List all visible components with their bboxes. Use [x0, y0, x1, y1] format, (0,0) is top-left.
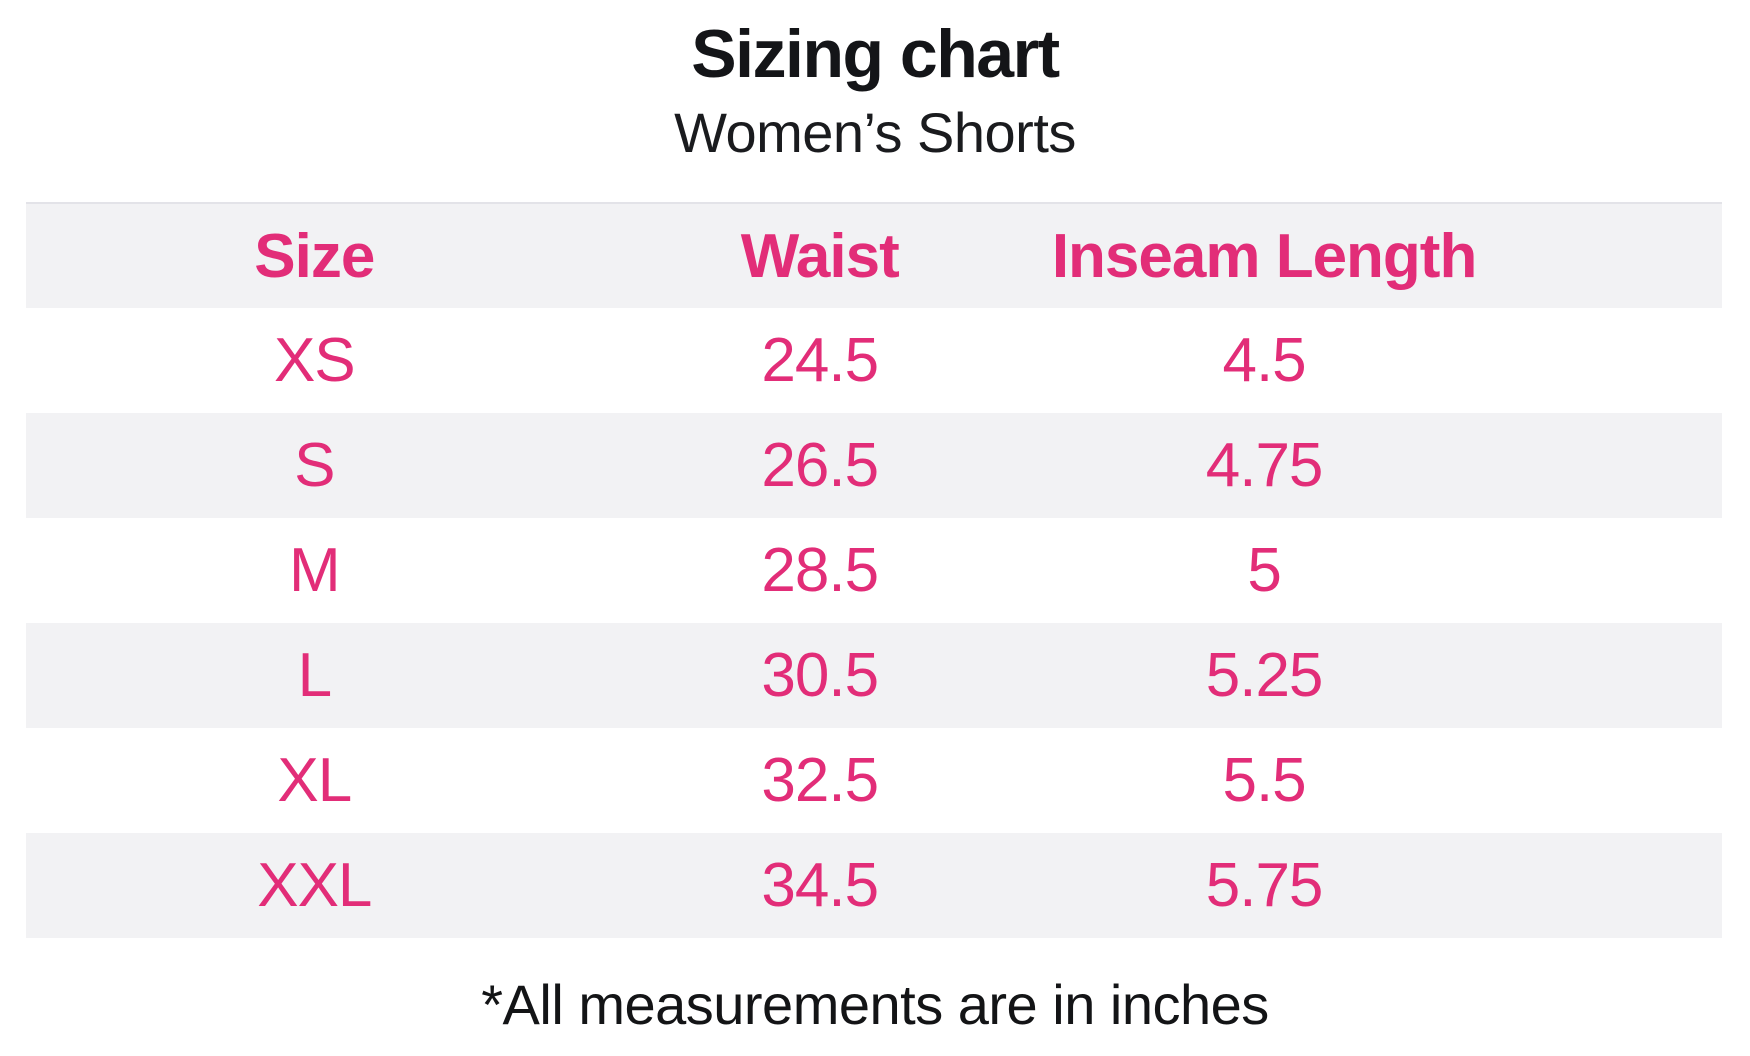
column-header-waist: Waist — [740, 221, 900, 291]
table-row-xl: XL 32.5 5.5 — [26, 728, 1722, 833]
spacer-cell — [1491, 728, 1722, 833]
table-row-xs: XS 24.5 4.5 — [26, 308, 1722, 413]
size-cell: XXL — [257, 851, 372, 920]
size-cell: XL — [277, 746, 352, 815]
inseam-cell: 4.75 — [1205, 431, 1324, 500]
inseam-cell: 5.25 — [1205, 641, 1324, 710]
spacer-cell — [1491, 833, 1722, 938]
waist-cell: 34.5 — [761, 851, 879, 920]
table-header-row: Size Waist Inseam Length — [26, 203, 1722, 308]
spacer-cell — [1491, 203, 1722, 308]
size-cell: L — [297, 641, 332, 710]
sizing-table: Size Waist Inseam Length XS 24.5 4.5 S 2… — [26, 202, 1722, 938]
inseam-cell: 5 — [1247, 536, 1281, 605]
column-header-size: Size — [254, 221, 375, 291]
waist-cell: 26.5 — [761, 431, 879, 500]
waist-cell: 28.5 — [761, 536, 879, 605]
column-header-inseam-length: Inseam Length — [1051, 221, 1478, 291]
size-cell: XS — [273, 326, 356, 395]
page-title: Sizing chart — [691, 16, 1060, 92]
spacer-cell — [1491, 308, 1722, 413]
inseam-cell: 4.5 — [1222, 326, 1306, 395]
table-row-xxl: XXL 34.5 5.75 — [26, 833, 1722, 938]
spacer-cell — [1491, 623, 1722, 728]
waist-cell: 30.5 — [761, 641, 879, 710]
spacer-cell — [1491, 413, 1722, 518]
table-row-l: L 30.5 5.25 — [26, 623, 1722, 728]
waist-cell: 32.5 — [761, 746, 879, 815]
page-subtitle: Women’s Shorts — [674, 101, 1076, 164]
size-cell: S — [294, 431, 335, 500]
table-row-m: M 28.5 5 — [26, 518, 1722, 623]
measurements-footnote: *All measurements are in inches — [481, 973, 1269, 1036]
inseam-cell: 5.5 — [1222, 746, 1306, 815]
waist-cell: 24.5 — [761, 326, 879, 395]
spacer-cell — [1491, 518, 1722, 623]
inseam-cell: 5.75 — [1205, 851, 1324, 920]
size-cell: M — [288, 536, 341, 605]
table-row-s: S 26.5 4.75 — [26, 413, 1722, 518]
